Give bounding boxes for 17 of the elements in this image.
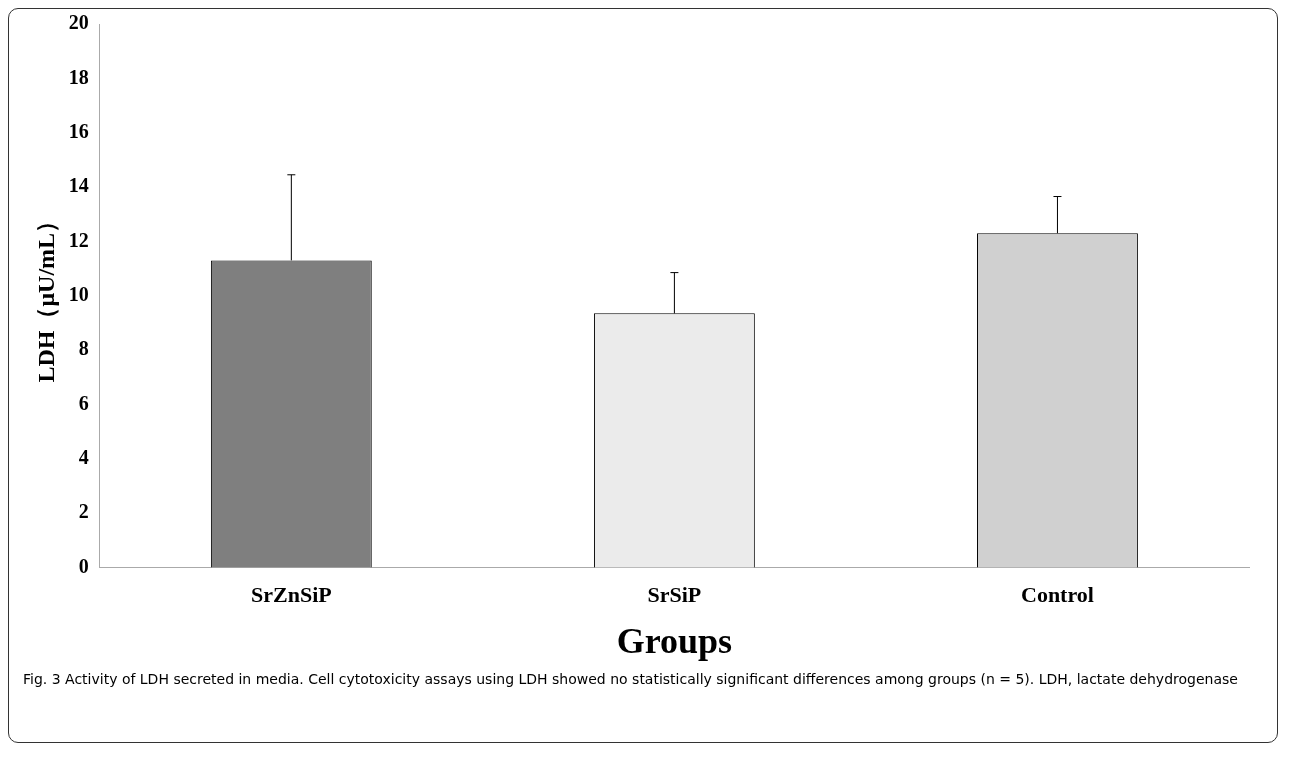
y-tick-label: 2 [78, 500, 89, 523]
y-tick-label: 4 [78, 445, 89, 468]
y-tick-label: 18 [68, 65, 89, 88]
y-tick-label: 20 [68, 11, 89, 34]
x-axis-title: Groups [616, 620, 733, 661]
x-tick-label: Control [1021, 582, 1094, 608]
x-tick-label: SrZnSiP [250, 582, 332, 608]
y-tick-label: 14 [68, 174, 89, 197]
caption: Fig. 3 Activity of LDH secreted in media. Cell cytotoxicity assays using LDH showed no statistically significant differences among groups (n = 5). LDH, lactate dehydrogenase [22, 670, 1239, 689]
y-tick-label: 8 [78, 337, 89, 360]
y-tick-label: 16 [68, 119, 89, 142]
y-tick-label: 0 [78, 554, 89, 577]
y-tick-label: 12 [68, 228, 89, 251]
x-tick-label: SrSiP [647, 582, 702, 608]
y-tick-label: 6 [78, 391, 89, 414]
y-tick-label: 10 [68, 282, 89, 305]
y-axis-title: LDH（μU/mL） [32, 208, 59, 383]
